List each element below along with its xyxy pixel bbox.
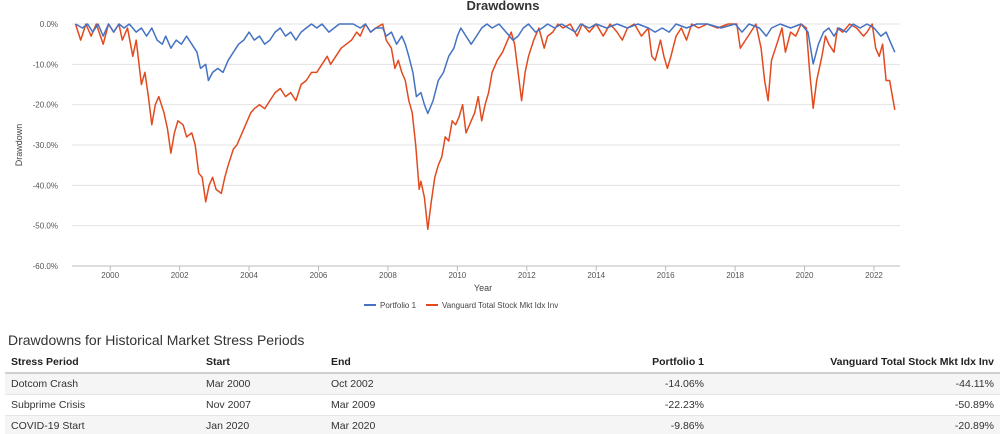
cell-vanguard: -50.89%	[710, 394, 1000, 416]
cell-start: Mar 2000	[200, 373, 325, 395]
cell-vanguard: -20.89%	[710, 415, 1000, 434]
table-row: Subprime Crisis Nov 2007 Mar 2009 -22.23…	[5, 394, 1000, 416]
cell-end: Mar 2009	[325, 394, 520, 416]
cell-end: Oct 2002	[325, 373, 520, 395]
y-tick-label: -10.0%	[33, 60, 58, 69]
x-tick-label: 2022	[865, 271, 883, 280]
cell-portfolio-1: -9.86%	[520, 415, 710, 434]
drawdowns-chart: Drawdowns 0.0% -10.0% -20.0% -30.0% -40.0% -5…	[14, 0, 900, 310]
table-row: Dotcom Crash Mar 2000 Oct 2002 -14.06% -…	[5, 373, 1000, 395]
header-vanguard-total-stock[interactable]: Vanguard Total Stock Mkt Idx Inv	[710, 352, 1000, 374]
y-tick-label: -60.0%	[33, 262, 58, 271]
legend-label[interactable]: Vanguard Total Stock Mkt Idx Inv	[442, 301, 558, 310]
x-tick-label: 2020	[796, 271, 814, 280]
chart-title: Drawdowns	[467, 0, 540, 13]
table-header-row: Stress Period Start End Portfolio 1 Vang…	[5, 352, 1000, 374]
y-tick-label: -20.0%	[33, 101, 58, 110]
axes: 0.0% -10.0% -20.0% -30.0% -40.0% -50.0% -60.0%…	[33, 20, 900, 280]
y-axis-label: Drawdown	[14, 124, 24, 167]
y-tick-label: 0.0%	[40, 20, 58, 29]
x-axis-label: Year	[474, 283, 492, 293]
cell-stress-period: Subprime Crisis	[5, 394, 200, 416]
series-line-1	[74, 23, 896, 231]
y-tick-label: -30.0%	[33, 141, 58, 150]
x-tick-label: 2014	[587, 271, 605, 280]
header-start[interactable]: Start	[200, 352, 325, 374]
header-end[interactable]: End	[325, 352, 520, 374]
legend-label[interactable]: Portfolio 1	[380, 301, 417, 310]
x-tick-label: 2002	[171, 271, 189, 280]
cell-end: Mar 2020	[325, 415, 520, 434]
series-lines	[74, 23, 896, 231]
x-tick-label: 2008	[379, 271, 397, 280]
stress-periods-table: Stress Period Start End Portfolio 1 Vang…	[5, 352, 1000, 434]
cell-vanguard: -44.11%	[710, 373, 1000, 395]
cell-start: Nov 2007	[200, 394, 325, 416]
grid-lines	[72, 23, 900, 267]
header-stress-period[interactable]: Stress Period	[5, 352, 200, 374]
header-portfolio-1[interactable]: Portfolio 1	[520, 352, 710, 374]
cell-stress-period: Dotcom Crash	[5, 373, 200, 395]
stress-table-title: Drawdowns for Historical Market Stress P…	[8, 332, 305, 348]
drawdowns-chart-svg: Drawdowns 0.0% -10.0% -20.0% -30.0% -40.0% -5…	[14, 0, 900, 310]
table-row: COVID-19 Start Jan 2020 Mar 2020 -9.86% …	[5, 415, 1000, 434]
x-tick-label: 2012	[518, 271, 536, 280]
x-tick-label: 2006	[310, 271, 328, 280]
x-tick-label: 2016	[657, 271, 675, 280]
cell-portfolio-1: -22.23%	[520, 394, 710, 416]
cell-stress-period: COVID-19 Start	[5, 415, 200, 434]
chart-legend[interactable]: Portfolio 1 Vanguard Total Stock Mkt Idx …	[364, 301, 558, 310]
y-tick-label: -50.0%	[33, 222, 58, 231]
x-tick-label: 2010	[448, 271, 466, 280]
x-tick-label: 2004	[240, 271, 258, 280]
cell-start: Jan 2020	[200, 415, 325, 434]
x-tick-label: 2018	[726, 271, 744, 280]
x-tick-label: 2000	[101, 271, 119, 280]
series-line-0	[75, 23, 896, 115]
cell-portfolio-1: -14.06%	[520, 373, 710, 395]
y-tick-label: -40.0%	[33, 181, 58, 190]
